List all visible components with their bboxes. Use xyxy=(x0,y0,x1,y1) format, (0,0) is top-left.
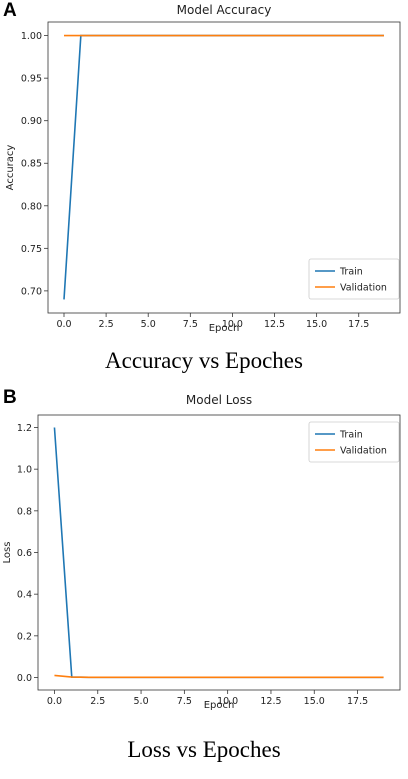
y-tick-label: 1.2 xyxy=(17,423,32,434)
y-tick-label: 0.90 xyxy=(21,116,42,127)
y-tick-label: 0.2 xyxy=(17,631,32,642)
x-tick-label: 12.5 xyxy=(260,696,281,707)
accuracy-caption: Accuracy vs Epoches xyxy=(105,348,303,373)
chart-title: Model Loss xyxy=(186,393,252,407)
x-axis-label: Epoch xyxy=(209,323,240,334)
accuracy-chart: Model Accuracy Epoch Accuracy 0.0 2.5 5.0 7.5 1… xyxy=(5,3,401,334)
x-tick-label: 0.0 xyxy=(56,319,71,330)
plot-frame xyxy=(37,414,401,691)
x-tick-label: 12.5 xyxy=(264,319,285,330)
x-tick-label: 15.0 xyxy=(304,696,325,707)
y-tick-label: 0.70 xyxy=(21,286,42,297)
accuracy-panel: A Model Accuracy Epoch Accuracy 0.0 2.5 5.0 7.… xyxy=(0,0,408,385)
y-tick-label: 0.85 xyxy=(21,159,42,170)
panel-letter-a: A xyxy=(3,0,17,21)
chart-title: Model Accuracy xyxy=(177,3,272,17)
y-tick-label: 0.6 xyxy=(17,548,32,559)
x-tick-label: 10.0 xyxy=(222,319,243,330)
loss-caption: Loss vs Epoches xyxy=(127,737,281,762)
plot-frame xyxy=(47,21,401,314)
x-tick-label: 10.0 xyxy=(217,696,238,707)
x-tick-label: 5.0 xyxy=(134,696,149,707)
legend-label-validation: Validation xyxy=(340,446,387,457)
y-tick-label: 1.00 xyxy=(21,31,42,42)
legend-label-train: Train xyxy=(339,430,363,441)
x-tick-label: 15.0 xyxy=(306,319,327,330)
y-axis-label: Loss xyxy=(2,542,13,564)
x-tick-label: 17.5 xyxy=(348,319,369,330)
y-tick-label: 0.80 xyxy=(21,201,42,212)
x-axis-label: Epoch xyxy=(204,700,235,711)
series-line-validation xyxy=(54,674,384,679)
legend-box xyxy=(308,258,400,300)
y-axis-label: Accuracy xyxy=(5,145,16,191)
y-tick-label: 0.4 xyxy=(17,590,32,601)
loss-panel: B Model Loss Epoch Loss 0.0 2.5 5.0 7.5 10.0 12.… xyxy=(0,387,408,779)
x-tick-label: 7.5 xyxy=(183,319,198,330)
legend-label-train: Train xyxy=(339,267,363,278)
x-tick-label: 2.5 xyxy=(99,319,114,330)
y-tick-label: 0.0 xyxy=(17,673,32,684)
y-tick-label: 0.95 xyxy=(21,74,42,85)
panel-letter-b: B xyxy=(3,387,17,408)
y-tick-label: 0.8 xyxy=(17,506,32,517)
series-line-train xyxy=(53,427,384,679)
x-tick-label: 7.5 xyxy=(177,696,192,707)
y-tick-label: 0.75 xyxy=(21,244,42,255)
legend-box xyxy=(308,421,400,463)
legend-label-validation: Validation xyxy=(340,283,387,294)
x-tick-label: 17.5 xyxy=(347,696,368,707)
x-tick-label: 5.0 xyxy=(141,319,156,330)
x-tick-label: 2.5 xyxy=(90,696,105,707)
y-tick-label: 1.0 xyxy=(17,465,32,476)
x-tick-label: 0.0 xyxy=(47,696,62,707)
loss-chart: Model Loss Epoch Loss 0.0 2.5 5.0 7.5 10.0 12.5 1… xyxy=(2,393,401,711)
